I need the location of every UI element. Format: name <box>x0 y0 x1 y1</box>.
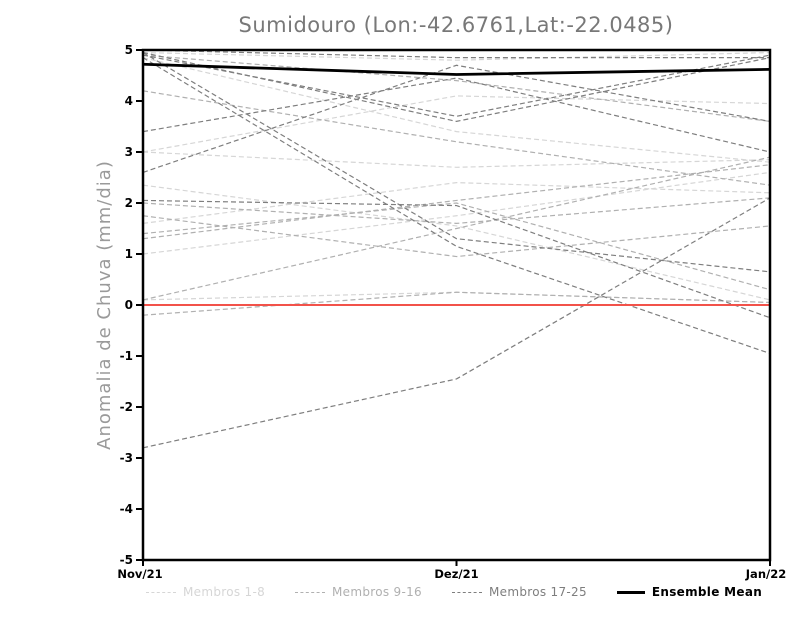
y-tick-label: 2 <box>125 196 133 210</box>
y-tick-label: 4 <box>125 94 133 108</box>
member-line <box>142 215 771 258</box>
member-line <box>142 291 771 304</box>
member-line <box>142 171 771 255</box>
legend: Membros 1-8 Membros 9-16 Membros 17-25 E… <box>146 585 762 599</box>
chart-title: Sumidouro (Lon:-42.6761,Lat:-22.0485) <box>239 13 674 37</box>
legend-swatch-membros-1-8 <box>146 591 176 593</box>
legend-label-membros-9-16: Membros 9-16 <box>332 585 422 599</box>
member-line <box>142 54 771 122</box>
x-tick-label: Jan/22 <box>745 567 786 581</box>
legend-label-membros-1-8: Membros 1-8 <box>183 585 266 599</box>
legend-item-membros-1-8: Membros 1-8 <box>146 585 265 599</box>
member-line <box>142 57 771 355</box>
member-line <box>142 151 771 168</box>
member-line <box>142 77 771 153</box>
x-tick-label: Nov/21 <box>117 567 162 581</box>
y-axis-label: Anomalia de Chuva (mm/dia) <box>94 160 115 450</box>
member-line <box>142 164 771 240</box>
legend-swatch-membros-17-25 <box>452 591 482 593</box>
member-line <box>142 64 771 173</box>
member-line <box>142 199 771 319</box>
member-line <box>142 184 771 301</box>
y-tick-label: -5 <box>120 553 133 567</box>
y-tick-label: -2 <box>120 400 133 414</box>
legend-label-membros-17-25: Membros 17-25 <box>489 585 587 599</box>
member-line <box>142 49 770 59</box>
y-tick-label: 1 <box>125 247 133 261</box>
y-tick-label: 3 <box>125 145 133 159</box>
member-line <box>142 291 771 316</box>
legend-swatch-ensemble-mean <box>616 590 645 594</box>
member-line <box>142 57 771 163</box>
member-line <box>142 95 771 153</box>
member-line <box>142 90 771 186</box>
member-line <box>142 52 771 273</box>
legend-item-membros-17-25: Membros 17-25 <box>452 585 587 599</box>
member-line <box>142 51 771 61</box>
legend-item-ensemble-mean: Ensemble Mean <box>616 585 763 599</box>
y-tick-label: -1 <box>120 349 133 363</box>
legend-label-ensemble-mean: Ensemble Mean <box>651 585 763 599</box>
plot-lines-layer <box>142 49 771 449</box>
member-line <box>142 197 771 225</box>
member-line <box>142 156 771 301</box>
y-tick-label: 0 <box>125 298 133 312</box>
member-line <box>142 197 771 449</box>
y-tick-label: 5 <box>125 43 133 57</box>
member-line <box>142 202 771 291</box>
member-line <box>142 51 771 123</box>
y-tick-label: -3 <box>120 451 133 465</box>
legend-item-membros-9-16: Membros 9-16 <box>295 585 422 599</box>
legend-swatch-membros-9-16 <box>295 591 326 593</box>
x-tick-label: Dez/21 <box>434 567 478 581</box>
y-tick-label: -4 <box>120 502 133 516</box>
ensemble-mean-line <box>142 62 771 76</box>
member-line <box>142 54 771 117</box>
